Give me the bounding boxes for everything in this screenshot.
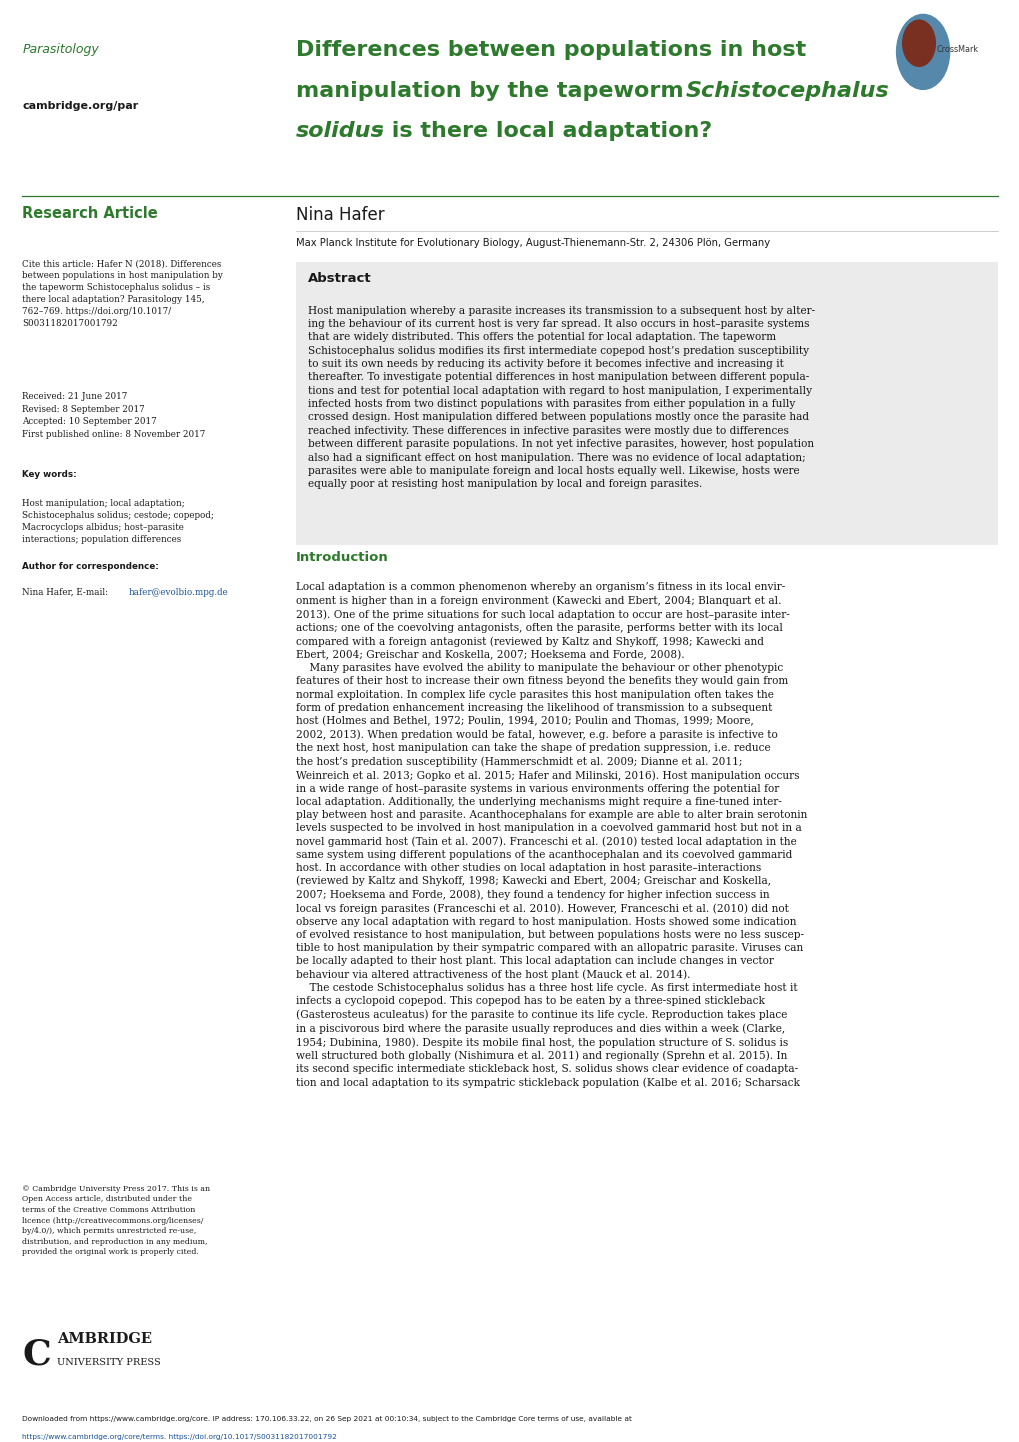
Text: Host manipulation whereby a parasite increases its transmission to a subsequent : Host manipulation whereby a parasite inc… <box>308 306 814 489</box>
Text: Abstract: Abstract <box>308 273 371 286</box>
Text: Downloaded from https://www.cambridge.org/core. IP address: 170.106.33.22, on 26: Downloaded from https://www.cambridge.or… <box>22 1416 632 1422</box>
Text: solidus: solidus <box>296 121 384 141</box>
Text: Received: 21 June 2017
Revised: 8 September 2017
Accepted: 10 September 2017
Fir: Received: 21 June 2017 Revised: 8 Septem… <box>22 392 206 438</box>
Text: UNIVERSITY PRESS: UNIVERSITY PRESS <box>57 1358 161 1367</box>
Text: Max Planck Institute for Evolutionary Biology, August-Thienemann-Str. 2, 24306 P: Max Planck Institute for Evolutionary Bi… <box>296 238 769 248</box>
Text: Differences between populations in host: Differences between populations in host <box>296 40 805 61</box>
Text: Research Article: Research Article <box>22 206 158 221</box>
Text: Host manipulation; local adaptation;
Schistocephalus solidus; cestode; copepod;
: Host manipulation; local adaptation; Sch… <box>22 499 214 544</box>
Text: hafer@evolbio.mpg.de: hafer@evolbio.mpg.de <box>128 588 228 597</box>
Text: AMBRIDGE: AMBRIDGE <box>57 1332 152 1345</box>
Text: Nina Hafer, E-mail:: Nina Hafer, E-mail: <box>22 588 111 597</box>
Text: Parasitology: Parasitology <box>22 43 99 56</box>
Circle shape <box>896 14 949 89</box>
Text: Local adaptation is a common phenomenon whereby an organism’s fitness in its loc: Local adaptation is a common phenomenon … <box>296 583 806 1089</box>
Text: CrossMark: CrossMark <box>935 45 977 53</box>
Bar <box>296 262 997 545</box>
Text: Author for correspondence:: Author for correspondence: <box>22 562 159 571</box>
Text: Key words:: Key words: <box>22 470 77 479</box>
Text: cambridge.org/par: cambridge.org/par <box>22 101 139 111</box>
Text: Introduction: Introduction <box>296 551 388 564</box>
Text: © Cambridge University Press 2017. This is an
Open Access article, distributed u: © Cambridge University Press 2017. This … <box>22 1185 210 1256</box>
Text: Nina Hafer: Nina Hafer <box>296 206 384 224</box>
Text: manipulation by the tapeworm: manipulation by the tapeworm <box>296 81 691 101</box>
Text: https://www.cambridge.org/core/terms. https://doi.org/10.1017/S0031182017001792: https://www.cambridge.org/core/terms. ht… <box>22 1435 337 1441</box>
Text: – is there local adaptation?: – is there local adaptation? <box>365 121 711 141</box>
Text: Cite this article: Hafer N (2018). Differences
between populations in host manip: Cite this article: Hafer N (2018). Diffe… <box>22 260 223 329</box>
Text: C: C <box>22 1338 51 1371</box>
Text: Schistocephalus: Schistocephalus <box>685 81 889 101</box>
Circle shape <box>902 20 934 66</box>
